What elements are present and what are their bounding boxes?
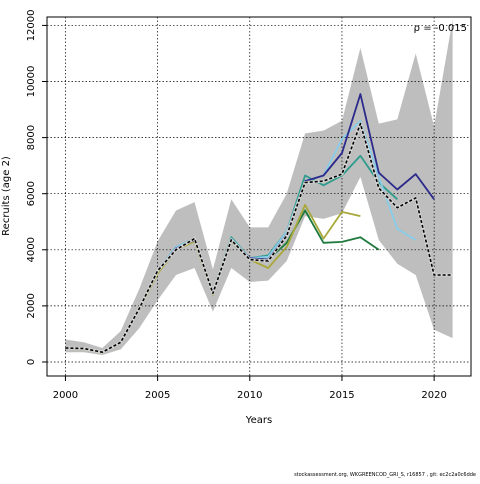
axis-layer: 2000 2005 2010 2015 2020 0 2000 4000 6000 8000 100…: [26, 10, 447, 401]
x-tick-label: 2020: [421, 390, 446, 401]
y-tick-label: 2000: [26, 293, 37, 318]
x-axis-label: Years: [245, 415, 272, 426]
footer-credit: stockassessment.org, WKGREENCOD_GRI_S, r…: [294, 472, 476, 478]
y-tick-label: 6000: [26, 181, 37, 206]
y-tick-label: 12000: [26, 10, 37, 42]
confidence-band: [65, 19, 453, 356]
x-tick-label: 2000: [53, 390, 78, 401]
confidence-band-layer: [65, 19, 453, 356]
x-tick-label: 2010: [237, 390, 262, 401]
grid-layer: [47, 17, 471, 376]
y-tick-label: 10000: [26, 66, 37, 98]
x-tick-label: 2015: [329, 390, 354, 401]
series-line-7: [65, 122, 453, 353]
plot-border: [46, 16, 472, 377]
y-tick-label: 4000: [26, 237, 37, 262]
rho-annotation: ρ = -0.015: [414, 23, 467, 34]
y-axis-label: Recruits (age 2): [1, 156, 12, 236]
y-tick-label: 8000: [26, 125, 37, 150]
y-tick-label: 0: [26, 359, 37, 365]
series-layer: [65, 93, 453, 354]
x-tick-label: 2005: [145, 390, 170, 401]
